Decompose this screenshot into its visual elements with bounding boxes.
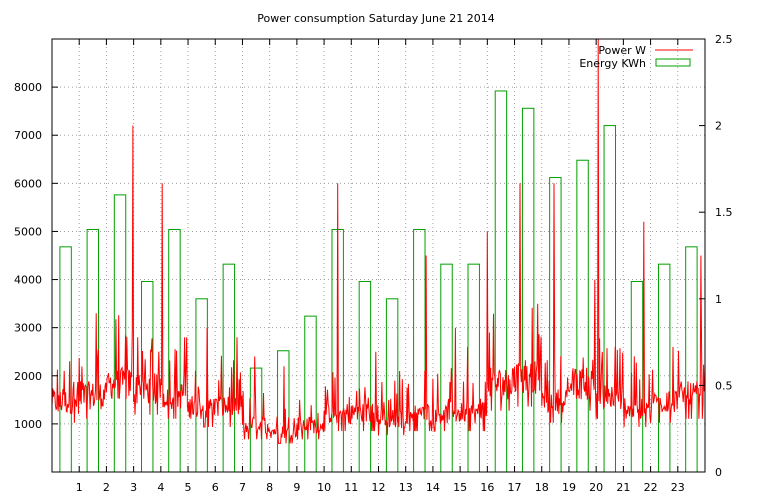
x-tick-label: 13: [399, 481, 413, 494]
y-right-tick-label: 0: [715, 466, 722, 479]
legend: Power W Energy KWh: [579, 44, 693, 70]
x-tick-label: 7: [239, 481, 246, 494]
x-tick-label: 8: [266, 481, 273, 494]
legend-energy-swatch: [655, 58, 691, 67]
y-right-tick-label: 1: [715, 293, 722, 306]
y-right-tick-label: 2.5: [715, 33, 733, 46]
power-line: [51, 38, 705, 444]
x-tick-label: 18: [535, 481, 549, 494]
y-left-tick-label: 2000: [14, 370, 42, 383]
chart-title: Power consumption Saturday June 21 2014: [257, 12, 494, 25]
y-right-tick-label: 1.5: [715, 206, 733, 219]
x-tick-label: 20: [589, 481, 603, 494]
power-series: [51, 38, 705, 444]
y-left-tick-label: 7000: [14, 129, 42, 142]
y-left-tick-label: 1000: [14, 418, 42, 431]
legend-power-label: Power W: [598, 44, 646, 57]
x-tick-label: 3: [130, 481, 137, 494]
axes: 1 2 3 4 5 6 7 8 9 10 11 12 13 14 15 16 17 18 19 20 21 22 23100…: [14, 33, 733, 494]
y-left-tick-label: 8000: [14, 81, 42, 94]
x-tick-label: 19: [562, 481, 576, 494]
x-tick-label: 17: [508, 481, 522, 494]
y-left-tick-label: 3000: [14, 322, 42, 335]
y-right-tick-label: 2: [715, 120, 722, 133]
y-left-tick-label: 6000: [14, 177, 42, 190]
x-tick-label: 6: [212, 481, 219, 494]
x-tick-label: 23: [671, 481, 685, 494]
y-left-tick-label: 5000: [14, 225, 42, 238]
y-left-tick-label: 4000: [14, 274, 42, 287]
x-tick-label: 16: [480, 481, 494, 494]
x-tick-label: 12: [372, 481, 386, 494]
x-tick-label: 10: [317, 481, 331, 494]
x-tick-label: 4: [157, 481, 164, 494]
x-tick-label: 15: [453, 481, 467, 494]
x-tick-label: 21: [616, 481, 630, 494]
x-tick-label: 11: [344, 481, 358, 494]
x-tick-label: 5: [185, 481, 192, 494]
x-tick-label: 1: [76, 481, 83, 494]
x-tick-label: 9: [293, 481, 300, 494]
y-right-tick-label: 0.5: [715, 379, 733, 392]
x-tick-label: 14: [426, 481, 440, 494]
x-tick-label: 22: [644, 481, 658, 494]
legend-energy-label: Energy KWh: [579, 57, 646, 70]
x-tick-label: 2: [103, 481, 110, 494]
